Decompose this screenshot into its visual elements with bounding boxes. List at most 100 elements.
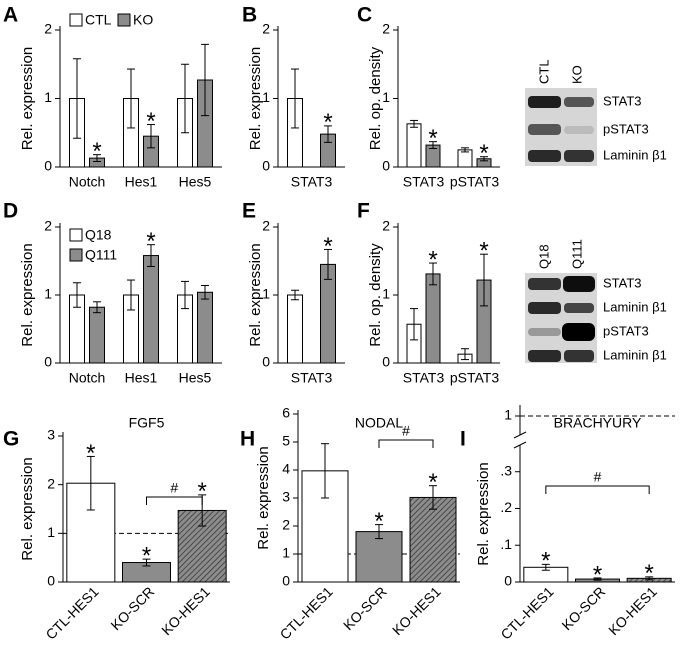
y-tick-label: 0 — [262, 158, 270, 174]
significance-star: * — [142, 542, 151, 569]
significance-star: * — [428, 125, 437, 152]
blot-band — [528, 278, 561, 290]
x-tick-label: CTL-HES1 — [497, 583, 556, 642]
blot-lane-label: Q18 — [536, 244, 551, 269]
blot-band-label: pSTAT3 — [603, 121, 649, 136]
y-tick-label: 2 — [44, 218, 52, 234]
legend-label: KO — [133, 12, 153, 28]
y-tick-label: .3 — [500, 462, 512, 478]
blot-band — [528, 302, 561, 314]
blot-band — [528, 96, 561, 108]
y-tick-label: 2 — [282, 517, 290, 533]
y-tick-label: 1 — [262, 89, 270, 105]
y-tick-label: 1 — [504, 407, 512, 423]
panel-letter: E — [242, 200, 256, 223]
blot-band-label: Laminin β1 — [603, 347, 667, 362]
significance-star: * — [428, 469, 437, 496]
blot-band — [528, 150, 561, 162]
y-tick-label: 1 — [382, 89, 390, 105]
y-tick-label: 2 — [262, 218, 270, 234]
blot-band — [564, 126, 594, 134]
significance-star: * — [374, 508, 383, 535]
x-tick-label: Notch — [69, 370, 106, 386]
x-tick-label: CTL-HES1 — [277, 583, 336, 642]
y-axis-label: Rel. expression — [19, 47, 36, 150]
blot-lane-label: KO — [569, 65, 584, 84]
legend-label: CTL — [85, 12, 112, 28]
y-tick-label: 6 — [282, 405, 290, 421]
blot-c — [525, 88, 597, 166]
y-axis-label: Rel. expression — [247, 47, 264, 150]
y-axis-label: Rel. expression — [19, 243, 36, 346]
x-tick-label: CTL-HES1 — [42, 583, 101, 642]
blot-band-label: STAT3 — [603, 275, 642, 290]
y-tick-label: 0 — [282, 573, 290, 589]
y-tick-label: 1 — [44, 89, 52, 105]
bar — [143, 255, 159, 364]
legend-swatch — [69, 248, 83, 262]
panel-letter: D — [3, 200, 18, 223]
x-tick-label: Hes1 — [125, 174, 158, 190]
x-tick-label: KO-SCR — [107, 583, 157, 633]
x-tick-label: Hes5 — [179, 370, 212, 386]
y-tick-label: 1 — [262, 286, 270, 302]
x-tick-label: STAT3 — [403, 370, 445, 386]
significance-star: * — [146, 108, 155, 135]
significance-star: * — [323, 109, 332, 136]
bar — [425, 273, 441, 364]
x-tick-label: KO-SCR — [558, 583, 608, 633]
blot-lane-label: CTL — [536, 59, 551, 84]
x-tick-label: pSTAT3 — [450, 174, 499, 190]
y-tick-label: 0 — [44, 354, 52, 370]
blot-lane-label: Q111 — [569, 239, 584, 269]
x-tick-label: STAT3 — [403, 174, 445, 190]
significance-star: * — [479, 238, 488, 265]
y-tick-label: 4 — [282, 461, 290, 477]
chart-title: FGF5 — [129, 415, 165, 431]
chart-title: NODAL — [355, 415, 403, 431]
blot-band — [563, 276, 595, 292]
significance-star: * — [479, 140, 488, 167]
blot-band-label: Laminin β1 — [603, 299, 667, 314]
significance-bracket — [545, 485, 650, 494]
x-tick-label: Hes1 — [125, 370, 158, 386]
x-tick-label: KO-HES1 — [158, 583, 213, 638]
x-tick-label: KO-HES1 — [605, 583, 660, 638]
bracket-label: # — [170, 480, 178, 496]
bar — [197, 291, 213, 364]
bar — [355, 531, 403, 583]
x-tick-label: STAT3 — [291, 174, 333, 190]
significance-star: * — [323, 233, 332, 260]
panel-letter: A — [3, 4, 18, 27]
significance-star: * — [86, 440, 95, 467]
y-tick-label: 0 — [44, 158, 52, 174]
bar — [409, 496, 457, 583]
blot-band — [564, 150, 594, 162]
y-axis-label: Rel. expression — [475, 462, 492, 565]
blot-band-label: STAT3 — [603, 93, 642, 108]
y-tick-label: 0 — [382, 354, 390, 370]
x-tick-label: Notch — [69, 174, 106, 190]
significance-bracket — [146, 496, 203, 505]
significance-star: * — [146, 228, 155, 255]
y-tick-label: 0 — [382, 158, 390, 174]
x-tick-label: STAT3 — [291, 370, 333, 386]
blot-band — [528, 350, 561, 362]
y-tick-label: 1 — [44, 286, 52, 302]
y-axis-label: Rel. op. density — [367, 243, 384, 347]
panel-letter: C — [357, 4, 372, 27]
bar — [457, 149, 473, 168]
significance-star: * — [541, 548, 550, 575]
bracket-label: # — [402, 423, 410, 439]
blot-band — [564, 350, 594, 362]
y-tick-label: 2 — [382, 218, 390, 234]
significance-star: * — [428, 246, 437, 273]
panel-letter: F — [357, 200, 370, 223]
y-tick-label: 0 — [47, 573, 55, 589]
bracket-label: # — [594, 469, 602, 485]
y-tick-label: 0 — [262, 354, 270, 370]
y-tick-label: .1 — [500, 536, 512, 552]
y-tick-label: .2 — [500, 499, 512, 515]
y-axis-label: Rel. expression — [247, 243, 264, 346]
y-tick-label: 3 — [47, 427, 55, 443]
